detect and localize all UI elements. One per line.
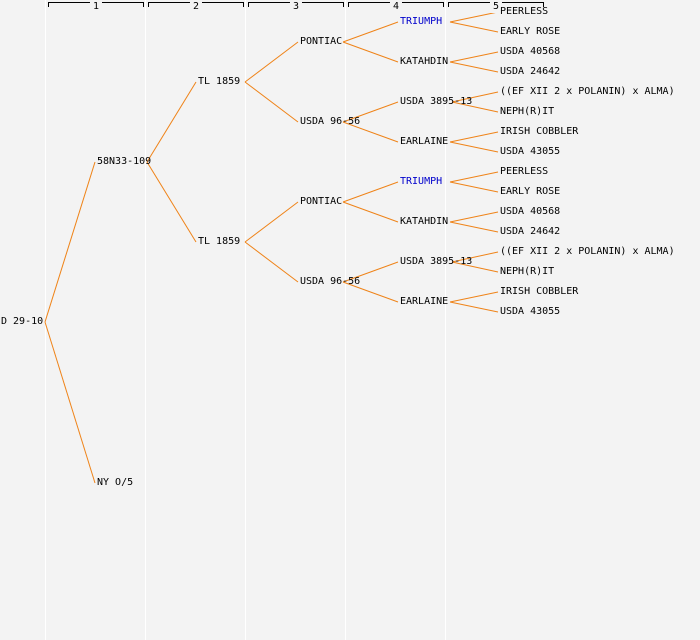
tree-node-usda40568-b[interactable]: USDA 40568	[500, 206, 561, 217]
pedigree-edge	[449, 301, 499, 313]
pedigree-edge	[449, 221, 499, 233]
tree-node-irish-cobbler-b[interactable]: IRISH COBBLER	[500, 286, 579, 297]
tree-node-usda96-56-b[interactable]: USDA 96-56	[300, 276, 361, 287]
pedigree-edge	[244, 241, 299, 283]
tree-node-ny[interactable]: NY O/5	[97, 477, 134, 488]
tree-node-peerless-b[interactable]: PEERLESS	[500, 166, 549, 177]
pedigree-edge	[451, 251, 499, 263]
tree-node-usda43055-a[interactable]: USDA 43055	[500, 146, 561, 157]
tree-node-tl-a[interactable]: TL 1859	[198, 76, 241, 87]
pedigree-edge	[451, 101, 499, 113]
tree-node-usda96-56-a[interactable]: USDA 96-56	[300, 116, 361, 127]
pedigree-edge	[449, 131, 499, 143]
pedigree-edge	[449, 61, 499, 73]
pedigree-edge	[342, 201, 399, 223]
tree-node-katahdin-b[interactable]: KATAHDIN	[400, 216, 449, 227]
pedigree-edge	[449, 171, 499, 183]
pedigree-edge	[342, 261, 399, 283]
pedigree-edge	[449, 21, 499, 33]
pedigree-edge	[449, 181, 499, 193]
tree-node-n58[interactable]: 58N33-109	[97, 156, 152, 167]
pedigree-edge	[451, 91, 499, 103]
tree-node-earlaine-a[interactable]: EARLAINE	[400, 136, 449, 147]
tree-node-tl-b[interactable]: TL 1859	[198, 236, 241, 247]
column-header-label: 3	[289, 0, 303, 13]
pedigree-edge	[449, 141, 499, 153]
pedigree-edge	[44, 161, 96, 323]
pedigree-edge	[449, 51, 499, 63]
tree-node-early-rose-a[interactable]: EARLY ROSE	[500, 26, 561, 37]
pedigree-edge	[244, 201, 299, 243]
pedigree-edge	[342, 281, 399, 303]
tree-node-usda3895-13-a[interactable]: USDA 3895-13	[400, 96, 473, 107]
pedigree-edge	[44, 321, 96, 484]
tree-node-ef-alma-a[interactable]: ((EF XII 2 x POLANIN) x ALMA)	[500, 86, 675, 97]
tree-node-triumph-a[interactable]: TRIUMPH	[400, 16, 443, 27]
pedigree-edge	[449, 11, 499, 23]
tree-node-pontiac-a[interactable]: PONTIAC	[300, 36, 343, 47]
column-header-label: 5	[489, 0, 503, 13]
pedigree-edge	[342, 21, 399, 43]
tree-node-peerless-a[interactable]: PEERLESS	[500, 6, 549, 17]
pedigree-edge	[449, 211, 499, 223]
tree-node-early-rose-b[interactable]: EARLY ROSE	[500, 186, 561, 197]
tree-node-nephrit-b[interactable]: NEPH(R)IT	[500, 266, 555, 277]
pedigree-edge	[451, 261, 499, 273]
tree-node-nephrit-a[interactable]: NEPH(R)IT	[500, 106, 555, 117]
pedigree-edge	[342, 181, 399, 203]
tree-node-root[interactable]: D 29-10	[1, 316, 44, 327]
tree-node-usda43055-b[interactable]: USDA 43055	[500, 306, 561, 317]
tree-node-usda24642-b[interactable]: USDA 24642	[500, 226, 561, 237]
column-header-label: 4	[389, 0, 403, 13]
column-header-label: 1	[89, 0, 103, 13]
pedigree-edge	[146, 161, 197, 243]
tree-node-usda40568-a[interactable]: USDA 40568	[500, 46, 561, 57]
pedigree-edge	[342, 41, 399, 63]
pedigree-edge	[342, 101, 399, 123]
pedigree-edge	[449, 291, 499, 303]
tree-node-ef-alma-b[interactable]: ((EF XII 2 x POLANIN) x ALMA)	[500, 246, 675, 257]
pedigree-edge	[146, 81, 197, 163]
pedigree-edge	[244, 81, 299, 123]
tree-node-irish-cobbler-a[interactable]: IRISH COBBLER	[500, 126, 579, 137]
column-header-label: 2	[189, 0, 203, 13]
tree-node-katahdin-a[interactable]: KATAHDIN	[400, 56, 449, 67]
tree-node-pontiac-b[interactable]: PONTIAC	[300, 196, 343, 207]
pedigree-edge	[342, 121, 399, 143]
tree-node-usda3895-13-b[interactable]: USDA 3895-13	[400, 256, 473, 267]
pedigree-edge	[244, 41, 299, 83]
tree-node-triumph-b[interactable]: TRIUMPH	[400, 176, 443, 187]
tree-node-usda24642-a[interactable]: USDA 24642	[500, 66, 561, 77]
tree-node-earlaine-b[interactable]: EARLAINE	[400, 296, 449, 307]
